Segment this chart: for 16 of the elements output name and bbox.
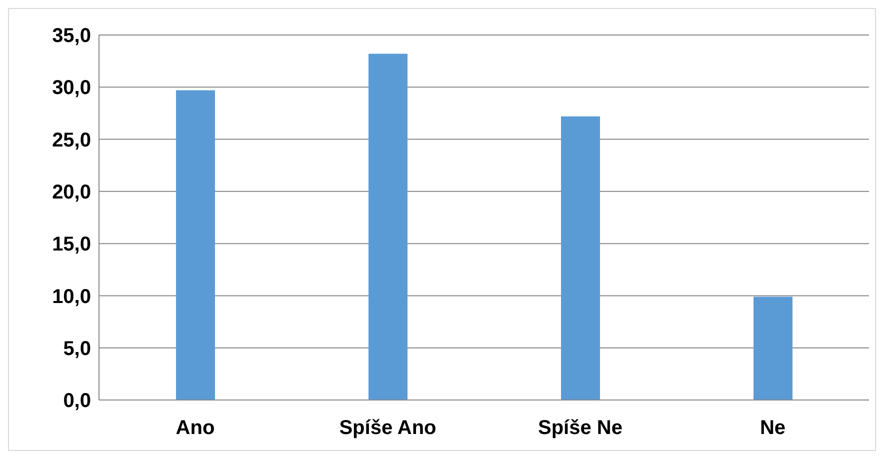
bar (754, 296, 792, 400)
y-tick-label: 25,0 (52, 129, 91, 152)
y-tick-label: 10,0 (52, 286, 91, 308)
x-tick-label: Ano (176, 417, 215, 440)
y-tick-label: 15,0 (52, 234, 91, 256)
x-tick-label: Spíše Ne (538, 417, 622, 440)
x-tick-label: Ne (760, 417, 786, 440)
y-tick-label: 5,0 (63, 338, 91, 360)
y-tick-label: 35,0 (52, 25, 91, 48)
x-tick-label: Spíše Ano (339, 417, 436, 440)
y-tick-label: 0,0 (63, 390, 91, 412)
y-tick-label: 20,0 (52, 182, 91, 204)
bar (176, 90, 215, 400)
y-tick-label: 30,0 (52, 77, 91, 100)
bar (368, 54, 408, 400)
bar (561, 116, 600, 400)
